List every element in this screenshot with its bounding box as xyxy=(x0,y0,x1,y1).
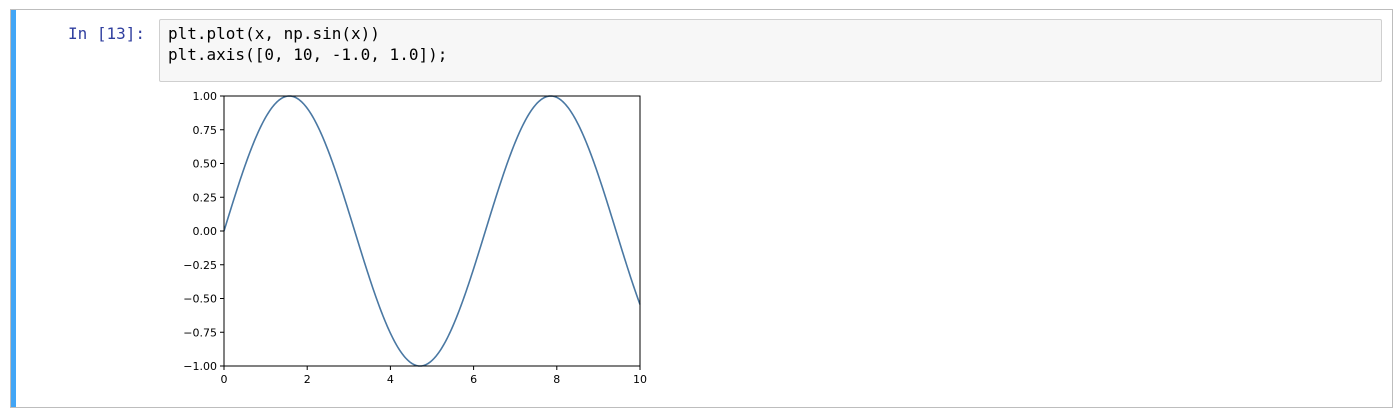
y-tick-label: 0.50 xyxy=(193,158,218,171)
code-editor[interactable]: plt.plot(x, np.sin(x)) plt.axis([0, 10, … xyxy=(159,19,1382,82)
code-cell[interactable]: In [13]: plt.plot(x, np.sin(x)) plt.axis… xyxy=(10,9,1393,408)
plot-frame xyxy=(223,95,641,367)
y-tick-label: −0.50 xyxy=(183,293,217,306)
cell-selection-bar xyxy=(11,10,16,407)
x-tick-label: 6 xyxy=(470,373,477,386)
x-tick-label: 0 xyxy=(221,373,228,386)
x-tick-label: 2 xyxy=(304,373,311,386)
y-tick-label: 1.00 xyxy=(193,90,218,103)
y-tick-label: −1.00 xyxy=(183,360,217,373)
sine-plot: 0 2 4 6 8 10 −1.00 −0.75 −0.50 −0.25 0.00 0.25 0.50 0… xyxy=(183,90,647,386)
code-line-1[interactable]: plt.plot(x, np.sin(x)) xyxy=(168,24,380,43)
x-tick-label: 4 xyxy=(387,373,394,386)
sine-series-line xyxy=(223,95,641,367)
y-tick-label: 0.75 xyxy=(193,124,218,137)
input-prompt: In [13]: xyxy=(68,24,146,43)
y-tick-label: 0.25 xyxy=(193,191,218,204)
x-tick-label: 8 xyxy=(553,373,560,386)
code-line-2[interactable]: plt.axis([0, 10, -1.0, 1.0]); xyxy=(168,45,448,64)
y-tick-label: −0.25 xyxy=(183,259,217,272)
y-tick-label: −0.75 xyxy=(183,326,217,339)
x-tick-label: 10 xyxy=(633,373,647,386)
cell-output: 0 2 4 6 8 10 −1.00 −0.75 −0.50 −0.25 0.00 0.25 0.50 0… xyxy=(159,90,679,400)
y-tick-label: 0.00 xyxy=(193,225,218,238)
